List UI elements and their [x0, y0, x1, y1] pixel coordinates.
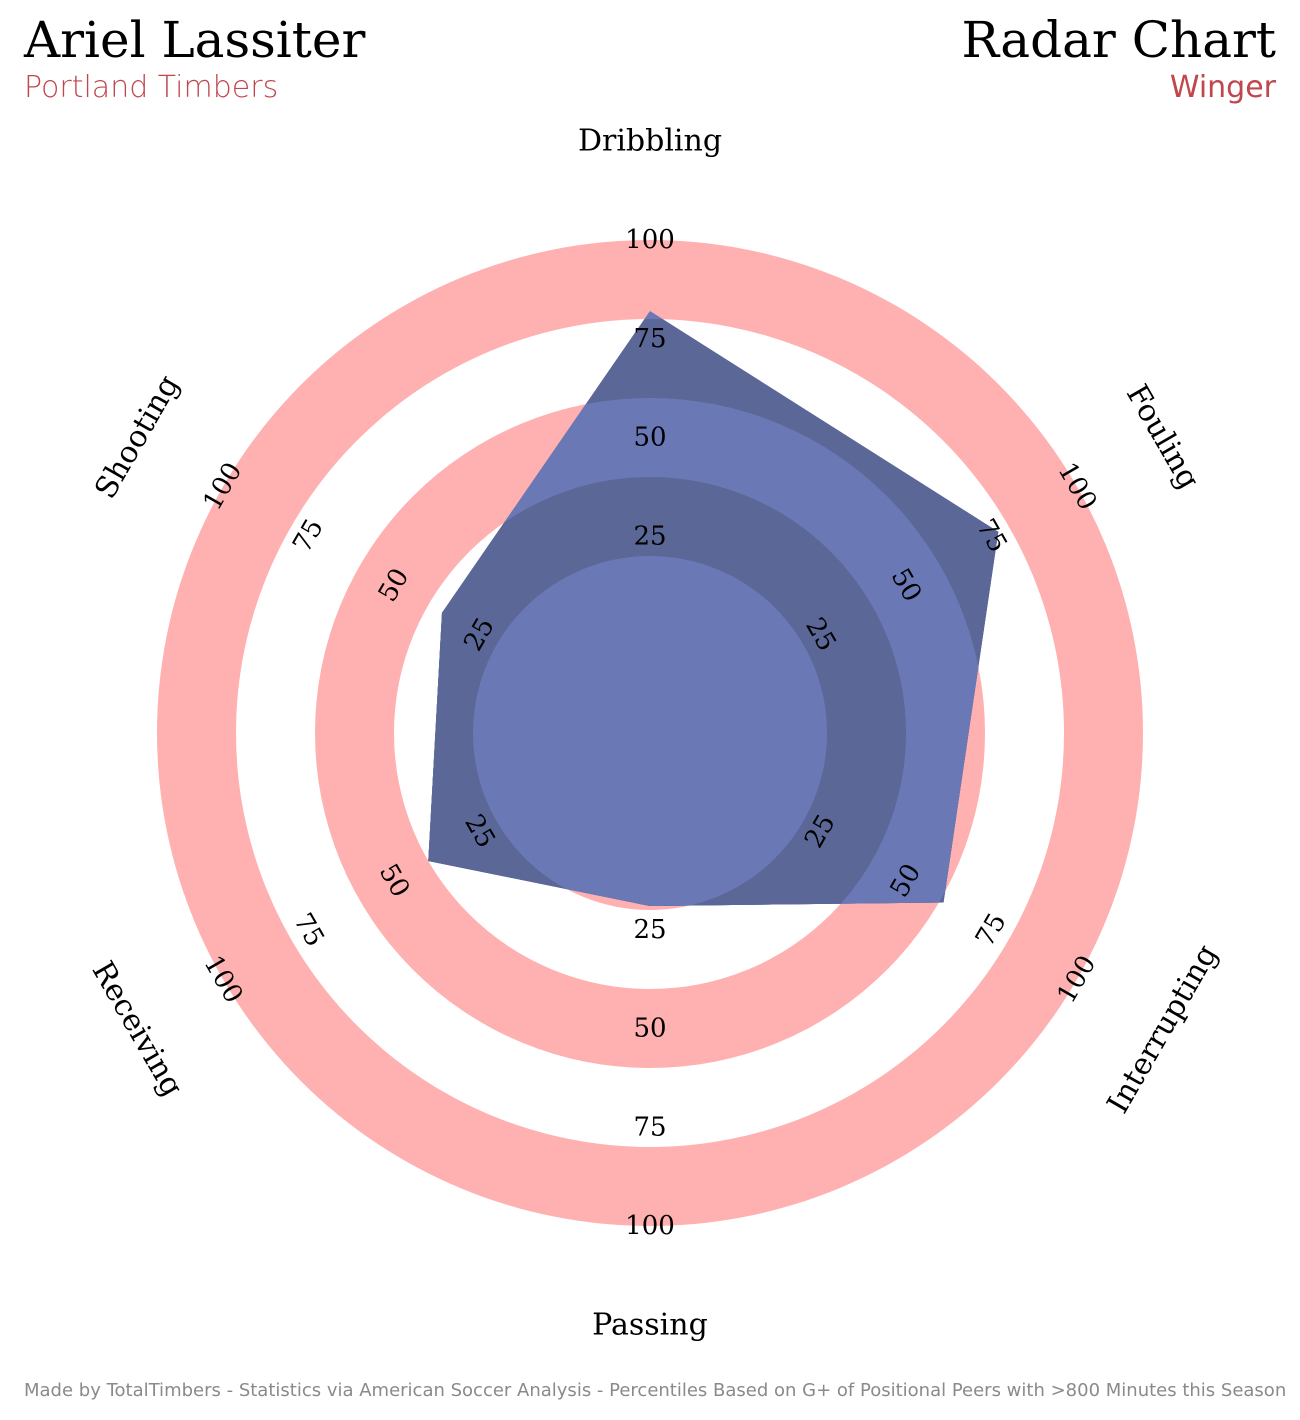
tick-label: 75	[633, 1112, 666, 1142]
tick-label: 100	[625, 1211, 675, 1241]
tick-label: 50	[633, 1014, 666, 1044]
tick-label: 25	[633, 915, 666, 945]
tick-label: 75	[633, 324, 666, 354]
radar-inner-center	[552, 635, 748, 831]
tick-label: 25	[633, 521, 666, 551]
tick-label: 50	[633, 423, 666, 453]
player-name: Ariel Lassiter	[24, 11, 366, 69]
position-name: Winger	[1169, 70, 1276, 105]
axis-label-fouling: Fouling	[1119, 379, 1206, 495]
tick-label: 100	[625, 225, 675, 255]
team-name: Portland Timbers	[24, 70, 279, 105]
axis-label-shooting: Shooting	[88, 369, 186, 504]
axis-label-passing: Passing	[592, 1308, 708, 1343]
axis-label-dribbling: Dribbling	[578, 124, 722, 159]
axis-label-interrupting: Interrupting	[1100, 939, 1224, 1120]
axis-label-receiving: Receiving	[85, 955, 190, 1102]
footer-credit: Made by TotalTimbers - Statistics via Am…	[24, 1380, 1287, 1401]
chart-title: Radar Chart	[961, 11, 1276, 69]
